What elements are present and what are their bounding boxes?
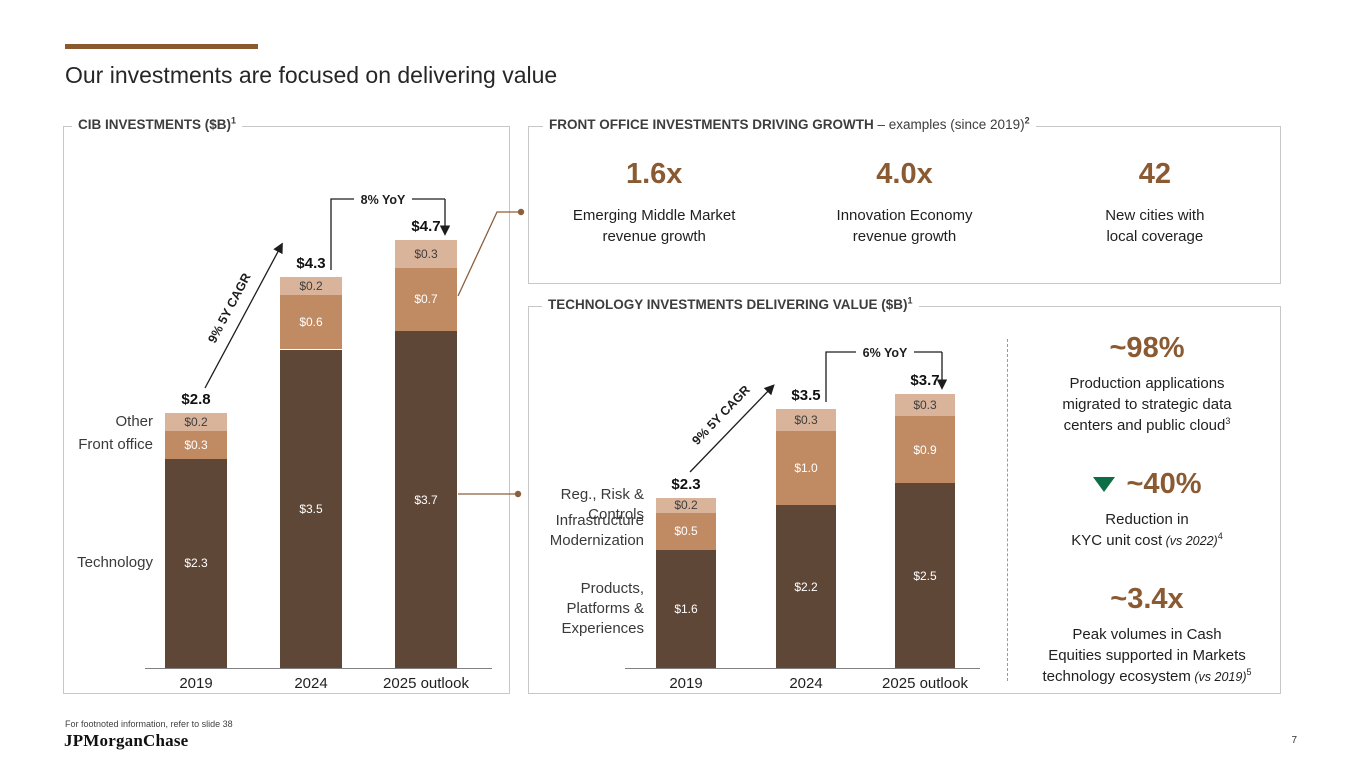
connector-dot — [514, 490, 522, 498]
decrease-triangle-icon — [1092, 476, 1115, 492]
x-axis-line — [145, 668, 492, 669]
technology-panel-title: TECHNOLOGY INVESTMENTS DELIVERING VALUE … — [542, 295, 919, 312]
x-axis-category-label: 2019 — [669, 675, 703, 692]
stat-text: Peak volumes in Cash Equities supported … — [1042, 626, 1246, 685]
x-axis-line — [625, 668, 980, 669]
bar-segment: $0.5 — [656, 512, 716, 550]
bar-segment: $0.6 — [280, 294, 342, 350]
bar-segment: $1.6 — [656, 549, 716, 668]
technology-stats: ~98% Production applications migrated to… — [1021, 331, 1273, 688]
series-label: Other — [115, 413, 153, 431]
stat-value: 42 — [1138, 158, 1171, 190]
stat-label: Production applications migrated to stra… — [1062, 373, 1231, 437]
front-office-title-bold: FRONT OFFICE INVESTMENTS DRIVING GROWTH — [549, 117, 874, 132]
bar-segment: $1.0 — [776, 431, 836, 506]
stat-new-cities: 42 New cities with local coverage — [1030, 157, 1280, 247]
x-axis-category-label: 2025 outlook — [383, 675, 469, 692]
stat-text: Reduction in KYC unit cost — [1071, 511, 1189, 549]
yoy-label-bg — [354, 189, 412, 209]
x-axis-category-label: 2024 — [789, 675, 823, 692]
x-axis-category-label: 2024 — [294, 675, 328, 692]
footnote-ref-3: 3 — [1225, 416, 1231, 426]
series-label: Infrastructure Modernization — [549, 512, 644, 550]
cagr-arrow — [204, 242, 283, 389]
stat-innovation-economy: 4.0x Innovation Economy revenue growth — [779, 157, 1029, 247]
bar-segment: $0.2 — [280, 276, 342, 295]
stat-value: ~3.4x — [1110, 583, 1184, 615]
front-office-stats: 1.6x Emerging Middle Market revenue grow… — [529, 157, 1280, 247]
stat-cash-equities-volume: ~3.4x Peak volumes in Cash Equities supp… — [1042, 582, 1251, 688]
bar-segment: $0.3 — [776, 409, 836, 432]
bar-segment: $0.3 — [895, 394, 955, 417]
bar-total-label: $4.7 — [411, 218, 441, 236]
series-label: Technology — [77, 554, 153, 572]
page-title: Our investments are focused on deliverin… — [65, 62, 558, 88]
jpmorganchase-logo: JPMorganChase — [64, 731, 189, 750]
front-office-title-rest: – examples (since 2019) — [873, 117, 1025, 132]
stat-label: Peak volumes in Cash Equities supported … — [1042, 624, 1251, 688]
footnote-ref-4: 4 — [1217, 531, 1223, 541]
bar-segment: $0.3 — [395, 240, 457, 268]
front-office-panel-title: FRONT OFFICE INVESTMENTS DRIVING GROWTH … — [543, 115, 1036, 132]
technology-title-text: TECHNOLOGY INVESTMENTS DELIVERING VALUE … — [548, 297, 908, 312]
bar-segment: $0.7 — [395, 267, 457, 332]
bar-segment: $3.7 — [395, 331, 457, 668]
series-label: Front office — [78, 436, 153, 454]
bar-total-label: $2.8 — [181, 391, 211, 409]
cib-panel-title-text: CIB INVESTMENTS ($B) — [78, 117, 232, 132]
title-accent-bar — [65, 44, 258, 49]
bar-segment: $0.2 — [656, 497, 716, 513]
stat-label: Emerging Middle Market revenue growth — [572, 207, 736, 245]
bar-segment: $2.2 — [776, 505, 836, 668]
stat-value: 4.0x — [876, 158, 933, 190]
page-number: 7 — [1291, 735, 1297, 746]
bar-segment: $3.5 — [280, 349, 342, 668]
technology-chart: 9% 5Y CAGR 6% YoY $1.6 Products, Platform… — [540, 330, 1000, 692]
footnote-ref-5: 5 — [1246, 667, 1252, 677]
cib-panel-title: CIB INVESTMENTS ($B)1 — [72, 115, 243, 132]
bar-segment: $0.2 — [165, 413, 227, 432]
cib-chart: 9% 5Y CAGR 8% YoY $2.3 Technology $0.3 Fron… — [75, 140, 500, 692]
yoy-label: 8% YoY — [361, 193, 406, 207]
series-label: Reg., Risk & Controls — [560, 486, 644, 524]
cagr-label: 9% 5Y CAGR — [689, 383, 752, 448]
stat-italic: (vs 2022) — [1162, 534, 1218, 548]
series-label: Products, Platforms & Experiences — [561, 579, 644, 637]
yoy-label: 6% YoY — [863, 346, 908, 360]
stat-cloud-migration: ~98% Production applications migrated to… — [1062, 331, 1231, 437]
bar-segment: $2.5 — [895, 483, 955, 668]
x-axis-category-label: 2019 — [179, 675, 213, 692]
vertical-dashed-divider — [1007, 339, 1008, 681]
bar-segment: $0.3 — [165, 431, 227, 459]
stat-value: ~40% — [1126, 468, 1202, 500]
stat-emerging-middle-market: 1.6x Emerging Middle Market revenue grow… — [529, 157, 779, 247]
stat-label: Reduction in KYC unit cost (vs 2022)4 — [1071, 509, 1222, 552]
cagr-label: 9% 5Y CAGR — [205, 271, 253, 345]
x-axis-category-label: 2025 outlook — [882, 675, 968, 692]
bar-total-label: $4.3 — [296, 254, 326, 272]
bar-segment: $2.3 — [165, 458, 227, 668]
footnote-ref-1: 1 — [231, 115, 237, 126]
yoy-label-bg — [856, 342, 914, 362]
cagr-arrow — [689, 384, 775, 473]
stat-label: New cities with local coverage — [1105, 207, 1205, 245]
stat-text: Production applications migrated to stra… — [1062, 375, 1232, 434]
footnote-ref-2: 2 — [1024, 115, 1030, 126]
bar-total-label: $3.7 — [910, 372, 940, 390]
bar-total-label: $2.3 — [671, 475, 701, 493]
stat-label: Innovation Economy revenue growth — [836, 207, 973, 245]
connector-dot — [517, 208, 525, 216]
stat-kyc-cost-reduction: ~40% Reduction in KYC unit cost (vs 2022… — [1071, 467, 1222, 552]
stat-italic: (vs 2019) — [1190, 670, 1247, 684]
front-office-panel: FRONT OFFICE INVESTMENTS DRIVING GROWTH … — [528, 116, 1281, 284]
footnote-text: For footnoted information, refer to slid… — [65, 719, 233, 729]
footnote-ref-1b: 1 — [907, 295, 913, 306]
stat-value: 1.6x — [625, 158, 683, 190]
bar-segment: $0.9 — [895, 416, 955, 483]
stat-value: ~98% — [1109, 332, 1185, 364]
bar-total-label: $3.5 — [791, 387, 821, 404]
